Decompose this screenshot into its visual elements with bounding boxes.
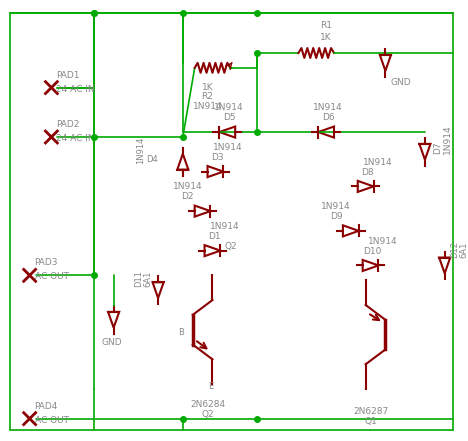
Text: AC OUT: AC OUT [35, 415, 69, 425]
Text: D1: D1 [208, 232, 221, 241]
Text: PAD1: PAD1 [56, 71, 80, 80]
Text: 2N6284: 2N6284 [190, 400, 225, 409]
Text: PAD2: PAD2 [56, 120, 80, 129]
Text: D9: D9 [329, 212, 342, 221]
Text: Q2: Q2 [224, 242, 237, 250]
Text: 1K: 1K [202, 82, 213, 92]
Text: 1N914: 1N914 [313, 103, 343, 112]
Text: 6A1: 6A1 [144, 271, 153, 287]
Text: D5: D5 [223, 113, 235, 122]
Text: R1: R1 [320, 21, 332, 30]
Text: GND: GND [390, 78, 411, 86]
Text: D8: D8 [361, 168, 374, 176]
Text: D6: D6 [322, 113, 335, 122]
Text: D3: D3 [211, 153, 224, 162]
Text: 1N914: 1N914 [193, 102, 222, 111]
Text: 1N914: 1N914 [136, 136, 145, 164]
Text: Q1: Q1 [364, 417, 377, 426]
Text: 1N914: 1N914 [214, 103, 244, 112]
Text: 1N914: 1N914 [321, 202, 351, 211]
Text: 1N914: 1N914 [443, 124, 452, 154]
Text: D2: D2 [182, 192, 194, 201]
Text: D4: D4 [146, 155, 158, 164]
Text: 1N914: 1N914 [363, 158, 392, 167]
Text: PAD3: PAD3 [35, 258, 58, 267]
Text: PAD4: PAD4 [35, 402, 58, 411]
Text: D7: D7 [433, 141, 442, 154]
Text: 1N914: 1N914 [212, 143, 242, 152]
Text: AC OUT: AC OUT [35, 272, 69, 281]
Text: 24 AC IN: 24 AC IN [56, 134, 95, 143]
Text: R2: R2 [202, 93, 213, 101]
Text: B: B [178, 328, 184, 336]
Text: D10: D10 [363, 247, 382, 256]
Text: D12: D12 [450, 241, 459, 258]
Text: D11: D11 [134, 270, 143, 287]
Text: E: E [209, 382, 214, 391]
Text: 1N914: 1N914 [210, 222, 239, 231]
Text: 1N914: 1N914 [173, 183, 203, 191]
Text: 2N6287: 2N6287 [353, 407, 388, 416]
Text: 1N914: 1N914 [368, 237, 397, 246]
Text: Q2: Q2 [201, 410, 214, 419]
Text: 1K: 1K [320, 33, 332, 42]
Text: 24 AC IN: 24 AC IN [56, 85, 95, 93]
Text: 6A1: 6A1 [460, 241, 468, 258]
Text: GND: GND [102, 337, 122, 347]
